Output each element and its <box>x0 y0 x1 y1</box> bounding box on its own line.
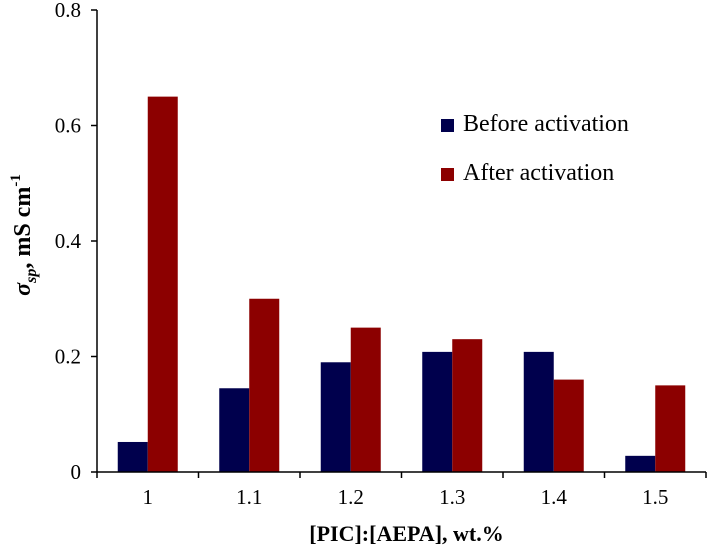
bar-after-activation <box>350 327 381 472</box>
x-tick-label: 1.2 <box>338 485 364 509</box>
legend-label: After activation <box>463 160 614 186</box>
x-tick-label: 1 <box>143 485 154 509</box>
x-tick-label: 1.5 <box>642 485 668 509</box>
bars-group <box>117 96 686 472</box>
bar-after-activation <box>452 339 483 472</box>
y-tick-label: 0.2 <box>55 345 81 369</box>
x-ticks-group: 1 1.1 1.2 1.3 1.4 1.5 <box>96 472 707 509</box>
bar-after-activation <box>147 96 178 472</box>
bar-before-activation <box>625 455 656 472</box>
y-ticks-group: 0 0.2 0.4 0.6 0.8 <box>55 0 97 484</box>
bar-before-activation <box>422 351 453 472</box>
x-tick-label: 1.4 <box>541 485 568 509</box>
y-axis-label-units: , mS cm <box>10 187 36 269</box>
bar-after-activation <box>553 379 584 472</box>
x-tick-label: 1.3 <box>439 485 465 509</box>
bar-after-activation <box>655 385 686 472</box>
legend-swatch <box>441 119 454 132</box>
y-tick-label: 0.6 <box>55 114 81 138</box>
y-axis-label: σsp, mS cm-1 <box>8 174 40 296</box>
bar-before-activation <box>117 441 148 472</box>
legend-label: Before activation <box>463 111 629 137</box>
y-axis-label-subscript: sp <box>23 269 40 284</box>
x-tick-label: 1.1 <box>236 485 262 509</box>
y-tick-label: 0 <box>71 460 82 484</box>
bar-before-activation <box>523 351 554 472</box>
y-tick-label: 0.4 <box>55 229 82 253</box>
bar-before-activation <box>320 362 351 472</box>
legend-swatch <box>441 168 454 181</box>
x-axis-label: [PIC]:[AEPA], wt.% <box>309 521 504 546</box>
bar-before-activation <box>219 388 250 472</box>
y-axis-label-symbol: σ <box>10 282 36 296</box>
legend: Before activation After activation <box>441 111 629 186</box>
y-axis-label-superscript: -1 <box>8 174 24 187</box>
bar-after-activation <box>249 298 280 472</box>
y-tick-label: 0.8 <box>55 0 81 22</box>
